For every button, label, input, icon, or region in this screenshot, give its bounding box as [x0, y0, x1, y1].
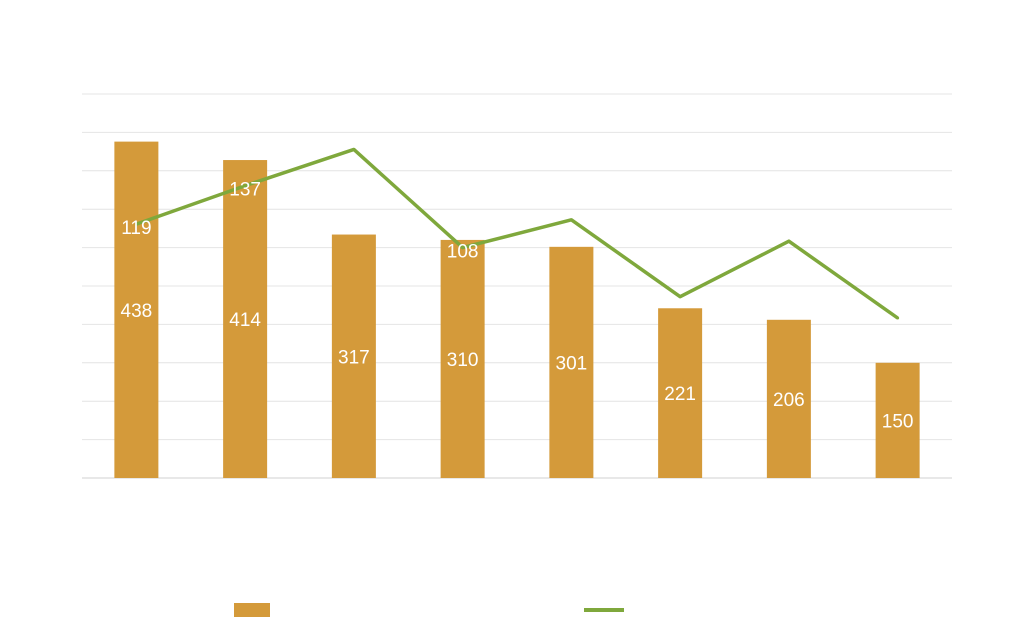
line-data-label: 137	[229, 180, 261, 201]
bar-data-label: 221	[664, 384, 696, 405]
bar	[331, 234, 376, 478]
bar-data-label: 310	[447, 350, 479, 371]
line-data-labels: 119 137 108	[121, 180, 478, 263]
bar	[114, 141, 159, 478]
bar-data-label: 206	[773, 390, 805, 411]
series-line	[135, 147, 899, 320]
line-point	[243, 184, 247, 188]
line-point	[569, 218, 573, 222]
bar	[658, 308, 703, 478]
legend-swatch-bar	[234, 603, 270, 617]
line-series	[134, 147, 900, 320]
bar-data-label: 301	[556, 353, 588, 374]
gridlines	[82, 93, 952, 479]
bar-data-label: 414	[229, 310, 261, 331]
line-data-label: 108	[447, 242, 479, 263]
line-point	[896, 316, 900, 320]
line-point	[787, 239, 791, 243]
line-data-label: 119	[121, 218, 151, 239]
bar-data-label: 317	[338, 347, 370, 368]
bar-data-label: 150	[882, 411, 914, 432]
legend	[234, 603, 624, 617]
line-point	[678, 295, 682, 299]
bar	[875, 362, 920, 478]
bar	[223, 160, 268, 478]
bar-data-label: 438	[121, 301, 153, 322]
line-point	[461, 246, 465, 250]
bar-series	[114, 141, 920, 478]
line-point	[134, 222, 138, 226]
line-point	[352, 147, 356, 151]
bar	[766, 319, 811, 478]
bar	[440, 239, 485, 478]
bar-data-labels: 438 414 317 310 301 221 206 150	[121, 301, 914, 433]
bar	[549, 246, 594, 478]
